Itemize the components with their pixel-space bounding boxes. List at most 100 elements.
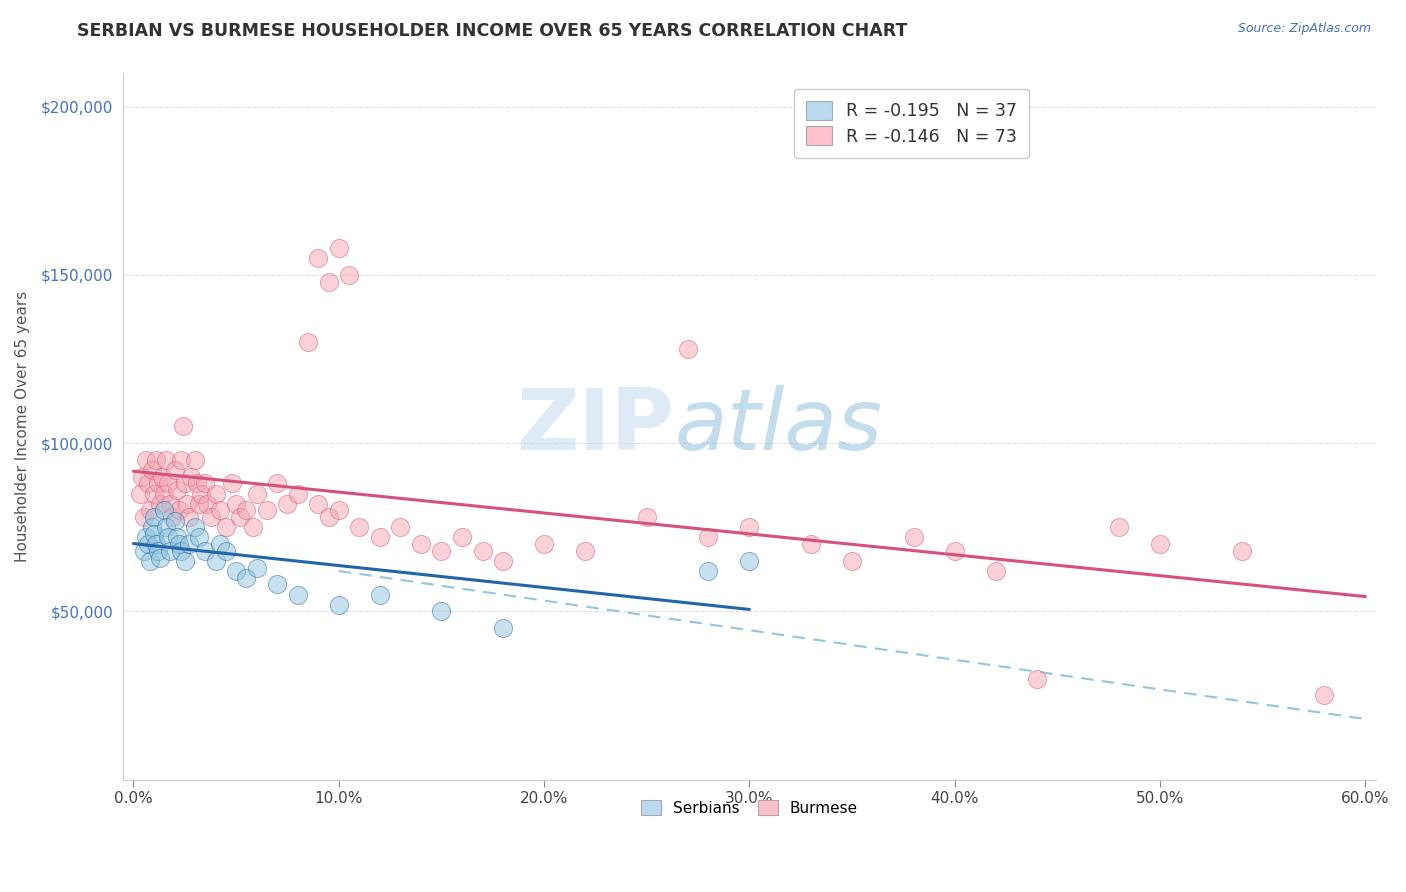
Point bbox=[136, 537, 159, 551]
Point bbox=[903, 530, 925, 544]
Point bbox=[307, 497, 329, 511]
Point bbox=[225, 564, 247, 578]
Point bbox=[430, 604, 453, 618]
Point bbox=[697, 530, 720, 544]
Point bbox=[143, 486, 166, 500]
Point bbox=[131, 469, 153, 483]
Point bbox=[215, 543, 238, 558]
Point bbox=[1025, 672, 1047, 686]
Point bbox=[676, 342, 699, 356]
Point bbox=[132, 510, 155, 524]
Point bbox=[163, 514, 186, 528]
Point bbox=[368, 530, 391, 544]
Point bbox=[146, 543, 169, 558]
Point bbox=[173, 476, 195, 491]
Point bbox=[225, 497, 247, 511]
Point bbox=[145, 537, 167, 551]
Point bbox=[135, 530, 157, 544]
Point bbox=[188, 530, 211, 544]
Text: atlas: atlas bbox=[675, 384, 883, 467]
Point bbox=[266, 577, 288, 591]
Point bbox=[246, 486, 269, 500]
Point bbox=[697, 564, 720, 578]
Point bbox=[141, 520, 163, 534]
Point bbox=[170, 453, 193, 467]
Point bbox=[145, 453, 167, 467]
Point bbox=[159, 497, 181, 511]
Point bbox=[208, 537, 231, 551]
Point bbox=[451, 530, 474, 544]
Point bbox=[177, 537, 200, 551]
Point bbox=[943, 543, 966, 558]
Point bbox=[173, 554, 195, 568]
Point bbox=[200, 510, 222, 524]
Y-axis label: Householder Income Over 65 years: Householder Income Over 65 years bbox=[15, 291, 30, 562]
Point bbox=[146, 476, 169, 491]
Point bbox=[132, 543, 155, 558]
Point bbox=[471, 543, 494, 558]
Point bbox=[155, 520, 177, 534]
Point bbox=[159, 543, 181, 558]
Point bbox=[139, 503, 162, 517]
Point bbox=[167, 537, 190, 551]
Point bbox=[492, 554, 515, 568]
Point bbox=[149, 550, 172, 565]
Point bbox=[194, 543, 217, 558]
Point bbox=[139, 554, 162, 568]
Point bbox=[155, 453, 177, 467]
Point bbox=[337, 268, 360, 282]
Point bbox=[242, 520, 264, 534]
Point bbox=[163, 463, 186, 477]
Point bbox=[297, 335, 319, 350]
Point bbox=[318, 510, 340, 524]
Point bbox=[318, 275, 340, 289]
Text: Source: ZipAtlas.com: Source: ZipAtlas.com bbox=[1237, 22, 1371, 36]
Point bbox=[166, 530, 188, 544]
Point bbox=[167, 503, 190, 517]
Point bbox=[246, 560, 269, 574]
Point bbox=[221, 476, 243, 491]
Point bbox=[800, 537, 823, 551]
Point bbox=[166, 483, 188, 498]
Point bbox=[184, 520, 207, 534]
Legend: Serbians, Burmese: Serbians, Burmese bbox=[631, 790, 868, 825]
Point bbox=[256, 503, 278, 517]
Point bbox=[157, 476, 180, 491]
Point bbox=[287, 588, 309, 602]
Point bbox=[204, 486, 226, 500]
Point bbox=[136, 476, 159, 491]
Point bbox=[328, 241, 350, 255]
Point bbox=[153, 486, 176, 500]
Point bbox=[409, 537, 432, 551]
Point bbox=[208, 503, 231, 517]
Point bbox=[841, 554, 863, 568]
Point bbox=[1232, 543, 1254, 558]
Point bbox=[533, 537, 555, 551]
Point bbox=[492, 621, 515, 635]
Point bbox=[287, 486, 309, 500]
Point bbox=[143, 527, 166, 541]
Point bbox=[186, 476, 208, 491]
Point bbox=[180, 469, 202, 483]
Point bbox=[153, 503, 176, 517]
Point bbox=[984, 564, 1007, 578]
Point bbox=[307, 251, 329, 265]
Point bbox=[188, 497, 211, 511]
Point bbox=[1313, 689, 1336, 703]
Point bbox=[574, 543, 596, 558]
Point bbox=[172, 419, 194, 434]
Point bbox=[276, 497, 298, 511]
Point bbox=[738, 554, 761, 568]
Point bbox=[162, 510, 184, 524]
Point bbox=[389, 520, 412, 534]
Point bbox=[184, 453, 207, 467]
Point bbox=[177, 510, 200, 524]
Point bbox=[349, 520, 371, 534]
Point bbox=[176, 497, 198, 511]
Text: ZIP: ZIP bbox=[516, 384, 675, 467]
Text: SERBIAN VS BURMESE HOUSEHOLDER INCOME OVER 65 YEARS CORRELATION CHART: SERBIAN VS BURMESE HOUSEHOLDER INCOME OV… bbox=[77, 22, 908, 40]
Point bbox=[197, 497, 219, 511]
Point bbox=[1149, 537, 1171, 551]
Point bbox=[738, 520, 761, 534]
Point bbox=[368, 588, 391, 602]
